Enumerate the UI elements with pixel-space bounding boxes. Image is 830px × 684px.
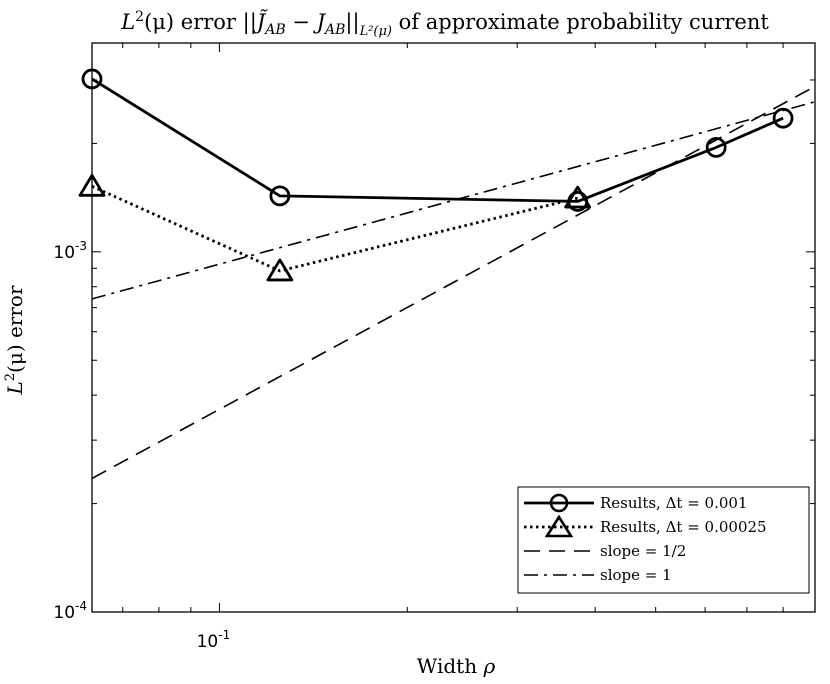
data-point-circle — [772, 107, 794, 129]
plot-layer — [78, 68, 816, 480]
series-line-3 — [91, 85, 816, 480]
title-minus-j: − J — [286, 10, 327, 34]
y-axis-label: L2(μ) error — [3, 285, 27, 396]
xlabel-symbol: ρ — [482, 654, 495, 678]
y-tick-exp: -3 — [75, 239, 87, 253]
y-tick-label: 10-4 — [53, 599, 87, 623]
legend-label-2: Results, Δt = 0.00025 — [600, 518, 767, 536]
ticks-layer: 10-110-410-3 — [53, 43, 816, 652]
legend-items: Results, Δt = 0.001 Results, Δt = 0.00025… — [524, 493, 767, 584]
data-point-triangle — [564, 185, 592, 209]
legend-label-1: Results, Δt = 0.001 — [600, 494, 748, 512]
y-tick-exp: -4 — [75, 599, 87, 613]
title-j-tilde: J̃ — [253, 10, 269, 34]
axes-box — [91, 42, 816, 613]
title-sub-ab1: AB — [263, 22, 285, 38]
legend-label-3: slope = 1/2 — [600, 542, 686, 560]
data-point-circle — [269, 185, 291, 207]
legend: Results, Δt = 0.001 Results, Δt = 0.00025… — [517, 486, 810, 594]
series-line-2 — [91, 185, 579, 273]
series-line-1 — [91, 77, 784, 203]
legend-marker-triangle — [544, 514, 574, 538]
xlabel-text: Width — [417, 654, 484, 678]
title-sub-ab2: AB — [323, 22, 345, 38]
x-axis-label: Width ρ — [417, 654, 496, 678]
ylabel-l: L — [3, 381, 27, 395]
title-l: L — [120, 10, 135, 34]
y-tick-label: 10-3 — [53, 239, 87, 263]
x-tick-base: 10 — [197, 632, 219, 652]
title-mu: (μ) error || — [144, 10, 257, 35]
title-norm-sub: L²(μ) — [359, 24, 392, 39]
x-tick-exp: -1 — [218, 628, 230, 642]
y-tick-base: 10 — [53, 603, 75, 623]
title-post: of approximate probability current — [392, 10, 769, 34]
x-tick-label: 10-1 — [197, 628, 231, 652]
title-norm: || — [345, 10, 359, 35]
y-tick-base: 10 — [53, 243, 75, 263]
data-point-triangle — [266, 258, 294, 282]
data-point-circle — [705, 136, 727, 158]
chart-title: L2(μ) error ||J̃AB − JAB||L²(μ) of appro… — [120, 9, 769, 39]
legend-label-4: slope = 1 — [600, 566, 672, 584]
ylabel-sup: 2 — [3, 373, 18, 381]
title-sup: 2 — [135, 9, 144, 25]
legend-marker-circle — [549, 493, 569, 513]
ylabel-rest: (μ) error — [3, 285, 27, 373]
series-line-4 — [91, 101, 816, 300]
